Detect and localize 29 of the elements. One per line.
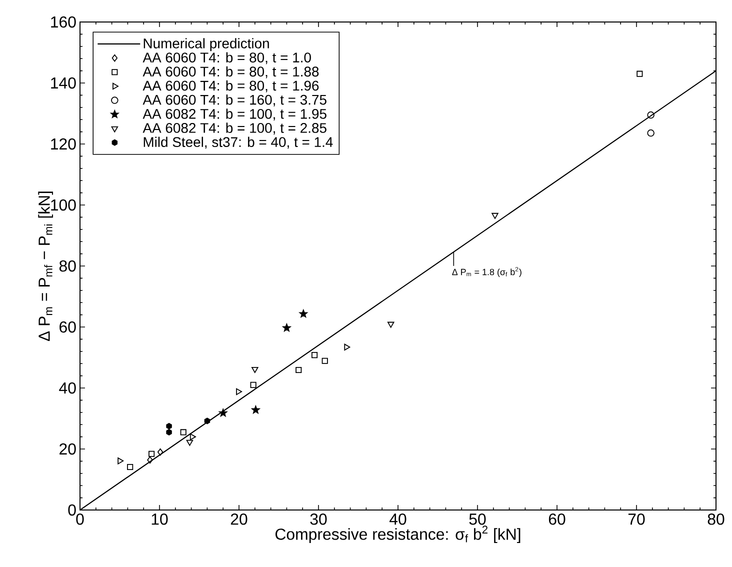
y-tick-label: 0 (68, 504, 76, 516)
x-tick-label: 0 (76, 514, 84, 525)
x-tick-label: 60 (548, 514, 566, 525)
legend-label: AA 6082 T4: b = 100, t = 2.85 (142, 122, 326, 135)
y-tick-label: 40 (59, 382, 76, 394)
y-tick-label: 120 (51, 138, 76, 150)
y-tick-label: 100 (51, 199, 76, 211)
x-axis-title: Compressive resistance: σ$_{f}$ b$^{2}$ [kN] (276, 526, 520, 544)
x-tick-label: 20 (230, 514, 248, 525)
x-tick-label: 40 (389, 514, 406, 525)
legend-label: Mild Steel, st37: b = 40, t = 1.4 (144, 136, 333, 149)
y-tick-label: 80 (59, 260, 76, 272)
annotation: Δ P$_{m}$ = 1.8 (σ$_{f}$ b$^{2}$) (452, 267, 522, 277)
x-tick-label: 50 (469, 514, 486, 525)
legend-label: AA 6060 T4: b = 160, t = 3.75 (142, 94, 326, 106)
legend-label: AA 6060 T4: b = 80, t = 1.0 (142, 52, 311, 64)
legend-label: Numerical prediction (144, 38, 269, 52)
y-tick-label: 60 (60, 321, 76, 333)
legend-label: AA 6060 T4: b = 80, t = 1.88 (142, 66, 319, 78)
legend-label: AA 6060 T4: b = 80, t = 1.96 (142, 80, 319, 92)
x-tick-label: 10 (152, 514, 168, 525)
y-tick-label: 20 (60, 443, 76, 455)
y-tick-label: 140 (51, 77, 76, 89)
legend-label: AA 6082 T4: b = 100, t = 1.95 (142, 108, 326, 120)
y-tick-label: 160 (51, 16, 76, 28)
x-tick-label: 80 (708, 514, 724, 525)
y-axis-title: Δ P$_{m}$ = P$_{mf}$ − P$_{mi}$ [kN] (38, 192, 54, 342)
x-tick-label: 70 (628, 514, 645, 525)
x-tick-label: 30 (310, 514, 327, 525)
